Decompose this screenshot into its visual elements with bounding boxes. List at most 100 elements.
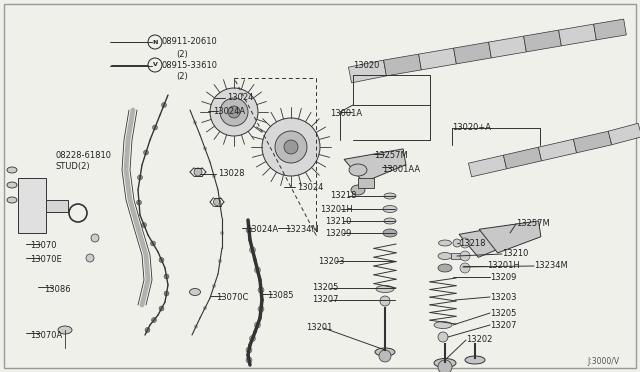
Circle shape (164, 291, 169, 296)
Text: N: N (152, 39, 157, 45)
Circle shape (262, 118, 320, 176)
Text: 13001A: 13001A (330, 109, 362, 119)
Text: 13257M: 13257M (374, 151, 408, 160)
Text: 13024A: 13024A (246, 225, 278, 234)
Circle shape (438, 332, 448, 342)
Text: 13070A: 13070A (30, 330, 62, 340)
Circle shape (159, 257, 164, 263)
Circle shape (246, 357, 252, 363)
Ellipse shape (375, 348, 395, 356)
Polygon shape (559, 24, 596, 46)
Text: 13210: 13210 (502, 250, 529, 259)
Text: 13201H: 13201H (487, 262, 520, 270)
Ellipse shape (376, 285, 394, 292)
Text: 13020: 13020 (353, 61, 380, 71)
Circle shape (143, 150, 148, 155)
Text: 08911-20610: 08911-20610 (162, 38, 218, 46)
Circle shape (379, 350, 391, 362)
Polygon shape (504, 147, 541, 169)
Text: 13020+A: 13020+A (452, 124, 491, 132)
Polygon shape (489, 36, 526, 58)
Text: 13209: 13209 (325, 228, 351, 237)
Text: 13201H: 13201H (320, 205, 353, 214)
Circle shape (203, 306, 207, 310)
Ellipse shape (438, 240, 451, 246)
Circle shape (159, 306, 164, 311)
Circle shape (275, 131, 307, 163)
Circle shape (246, 347, 252, 353)
Text: 13201: 13201 (306, 324, 332, 333)
Ellipse shape (438, 264, 452, 272)
Text: 13024A: 13024A (213, 106, 245, 115)
Polygon shape (468, 155, 506, 177)
Circle shape (152, 317, 157, 323)
Circle shape (150, 241, 156, 246)
Circle shape (194, 168, 202, 176)
Circle shape (164, 274, 169, 279)
Polygon shape (344, 149, 406, 182)
Text: STUD(2): STUD(2) (56, 161, 91, 170)
Text: 08228-61810: 08228-61810 (56, 151, 112, 160)
Circle shape (212, 284, 216, 288)
Circle shape (203, 147, 207, 151)
Text: 13024: 13024 (227, 93, 253, 103)
Circle shape (460, 238, 470, 248)
Text: 13205: 13205 (312, 283, 339, 292)
FancyBboxPatch shape (18, 178, 46, 233)
Ellipse shape (384, 218, 396, 224)
Polygon shape (419, 48, 456, 70)
Ellipse shape (7, 182, 17, 188)
Text: J:3000/V: J:3000/V (588, 357, 620, 366)
Ellipse shape (383, 205, 397, 212)
Ellipse shape (384, 193, 396, 199)
Text: 13210: 13210 (325, 217, 351, 225)
Circle shape (141, 222, 147, 228)
Text: 13209: 13209 (490, 273, 516, 282)
FancyBboxPatch shape (358, 178, 374, 188)
Polygon shape (538, 139, 577, 161)
Text: 13028: 13028 (218, 170, 244, 179)
Circle shape (86, 254, 94, 262)
Ellipse shape (434, 321, 452, 328)
Text: 13086: 13086 (44, 285, 70, 294)
Text: V: V (152, 62, 157, 67)
Ellipse shape (58, 326, 72, 334)
Circle shape (152, 125, 157, 130)
Circle shape (460, 263, 470, 273)
Circle shape (250, 336, 255, 341)
Text: 13205: 13205 (490, 308, 516, 317)
Text: 13207: 13207 (312, 295, 339, 305)
FancyBboxPatch shape (451, 253, 463, 259)
Ellipse shape (189, 289, 200, 295)
Circle shape (255, 267, 260, 273)
Circle shape (258, 306, 264, 312)
Circle shape (145, 327, 150, 333)
Ellipse shape (351, 185, 365, 195)
FancyBboxPatch shape (46, 200, 68, 212)
Circle shape (91, 234, 99, 242)
Circle shape (136, 200, 141, 205)
Circle shape (246, 227, 252, 233)
Circle shape (138, 175, 143, 180)
Circle shape (438, 360, 452, 372)
Polygon shape (459, 224, 521, 257)
Text: 13257M: 13257M (516, 219, 550, 228)
Circle shape (228, 106, 240, 118)
Polygon shape (573, 131, 612, 153)
Text: 13070C: 13070C (216, 294, 248, 302)
Ellipse shape (465, 356, 485, 364)
Circle shape (214, 199, 221, 205)
Circle shape (220, 231, 224, 235)
Circle shape (220, 98, 248, 126)
Text: 08915-33610: 08915-33610 (162, 61, 218, 70)
Circle shape (460, 251, 470, 261)
Text: 13024: 13024 (297, 183, 323, 192)
Polygon shape (479, 221, 541, 253)
Ellipse shape (7, 167, 17, 173)
Circle shape (194, 324, 198, 328)
Text: 13203: 13203 (318, 257, 344, 266)
Polygon shape (454, 42, 492, 64)
Ellipse shape (349, 164, 367, 176)
Text: 13001AA: 13001AA (382, 164, 420, 173)
Text: 13070E: 13070E (30, 256, 61, 264)
